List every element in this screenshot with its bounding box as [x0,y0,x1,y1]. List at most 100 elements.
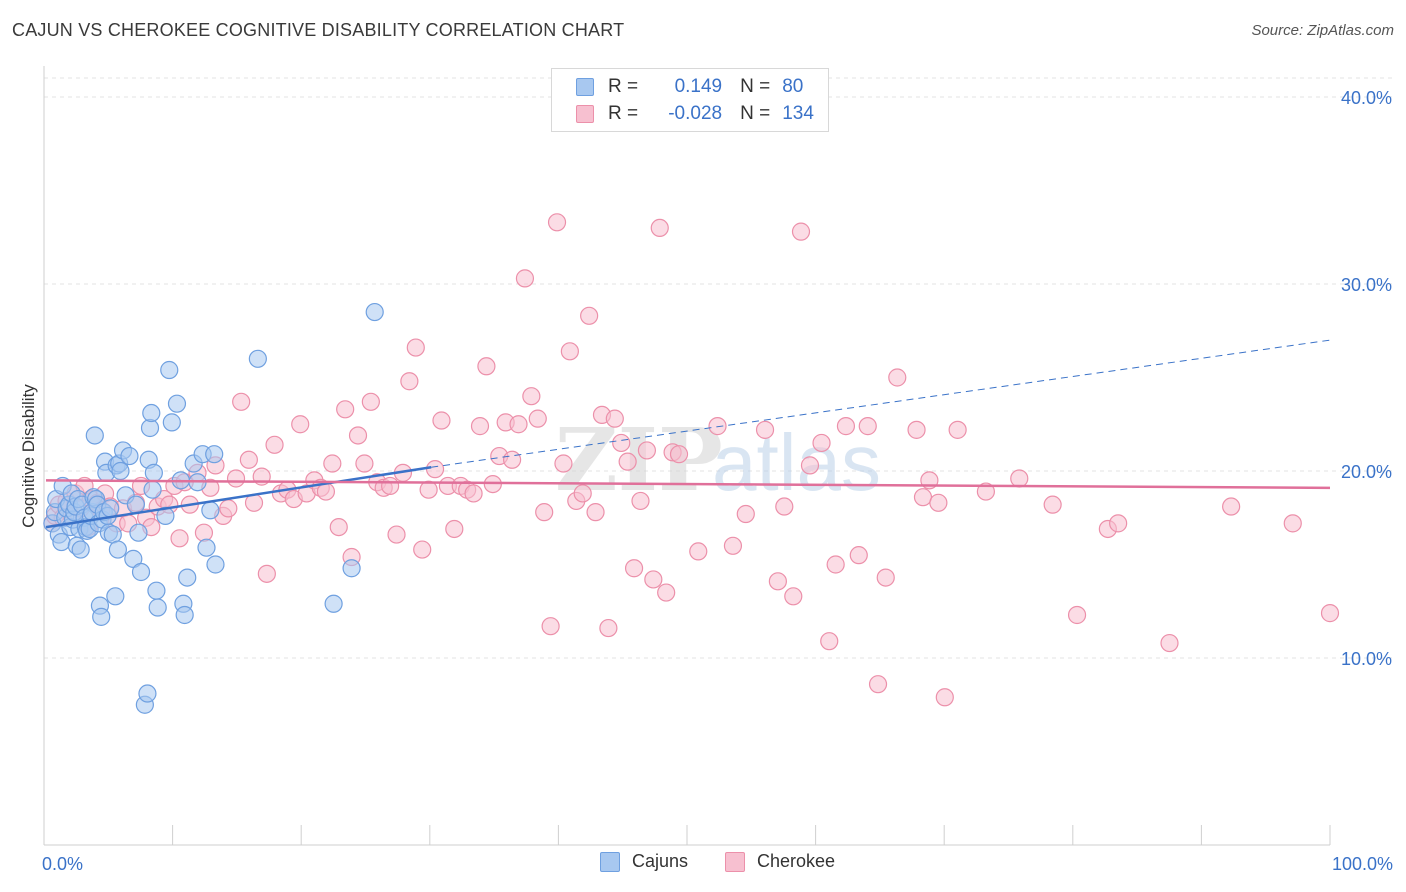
cherokee-point [935,688,954,707]
x-tick-label: 100.0% [1332,854,1393,874]
cherokee-point [541,617,560,636]
cherokee-point [784,587,803,606]
cherokee-point [535,503,554,522]
cherokee-point [644,570,663,589]
n-label: N = [740,76,771,97]
cajuns-point [197,538,216,557]
cajuns-point [106,587,125,606]
cherokee-point [755,420,775,439]
cherokee-point [599,618,618,638]
gridlines [44,77,1392,659]
cajuns-point [92,607,111,626]
cajuns-point [85,426,104,445]
cajuns-point [160,360,179,380]
cajuns-point [144,463,163,482]
n-value-cajuns: 80 [782,76,804,97]
legend-item-cajuns: Cajuns [600,851,688,872]
cherokee-point [624,559,644,578]
trendlines [45,339,1331,529]
y-tick-label: 20.0% [1341,462,1392,482]
cajuns-point [162,413,181,432]
cajuns-trendline [45,466,432,529]
cherokee-point [689,542,708,561]
cherokee-point [1283,514,1302,533]
cherokee-point [849,546,868,565]
cherokee-point [400,372,419,391]
cajuns-point [126,495,145,514]
cherokee-point [669,445,689,464]
cajuns-point [167,394,187,413]
cherokee-point [913,488,933,507]
cherokee-point [406,338,425,357]
cajuns-legend-swatch [600,851,620,872]
cherokee-point [323,454,342,473]
legend-label-cajuns: Cajuns [632,851,689,871]
cherokee-point [194,523,214,542]
cherokee-point [876,568,895,587]
cherokee-point [239,450,258,469]
cherokee-point [425,460,445,479]
cherokee-point [265,435,284,454]
cherokee-point [515,269,535,288]
r-label: R = [608,76,639,97]
r-value-cajuns: 0.149 [674,76,723,97]
cherokee-point [470,417,490,436]
cherokee-point [560,342,579,361]
cherokee-point [1043,495,1062,514]
cherokee-point [547,213,567,232]
cherokee-point [775,497,794,516]
cajuns-point [324,594,343,613]
y-tick-label: 30.0% [1341,275,1392,295]
cherokee-point [554,454,573,473]
y-tick-label: 40.0% [1341,88,1392,108]
cajuns-point [140,418,160,438]
cherokee-point [976,482,995,501]
legend-item-cherokee: Cherokee [725,851,835,872]
cajuns-point [101,499,120,518]
axes [43,66,1331,846]
cajuns-point [108,540,128,559]
cherokee-point [1067,605,1087,625]
chart-title: CAJUN VS CHEROKEE COGNITIVE DISABILITY C… [12,20,625,40]
cherokee-point [723,536,743,555]
cajuns-point [120,446,139,466]
legend-label-cherokee: Cherokee [757,851,836,871]
cherokee-point [800,456,820,475]
cherokee-point [637,441,657,460]
cherokee-point [226,469,246,488]
n-value-cherokee: 134 [782,103,814,124]
cherokee-point [657,583,676,602]
watermark-atlas: atlas [712,418,881,507]
cherokee-point [1010,469,1029,488]
n-label: N = [740,103,771,124]
cherokee-point [329,517,348,537]
y-tick-label: 10.0% [1341,649,1392,669]
cherokee-point [907,420,926,439]
cherokee-point [580,306,599,325]
r-value-cherokee: -0.028 [668,103,723,124]
series-legend: Cajuns Cherokee [0,851,1406,879]
cherokee-swatch [576,105,594,123]
cherokee-point [791,222,811,241]
cherokee-point [170,529,189,548]
cajuns-point [71,540,90,559]
cherokee-point [826,555,845,574]
cajuns-swatch [576,78,594,96]
cherokee-point [858,417,877,436]
cherokee-point [445,519,464,539]
cherokee-point [631,491,650,511]
y-axis-title: Cognitive Disability [19,384,38,528]
cajuns-point [111,461,130,481]
cherokee-point [413,540,432,559]
cajuns-point [178,568,197,587]
cherokee-point [948,420,967,439]
cherokee-point [836,417,856,436]
cherokee-point [586,503,605,522]
cherokee-legend-swatch [725,851,745,872]
correlation-legend: R = 0.149 N = 80 R = -0.028 N = 134 [551,68,829,132]
cherokee-point [432,411,451,430]
r-label: R = [608,103,639,124]
cajuns-point [365,302,384,322]
cherokee-point [708,417,727,436]
legend-row-cajuns: R = 0.149 N = 80 [576,74,803,100]
